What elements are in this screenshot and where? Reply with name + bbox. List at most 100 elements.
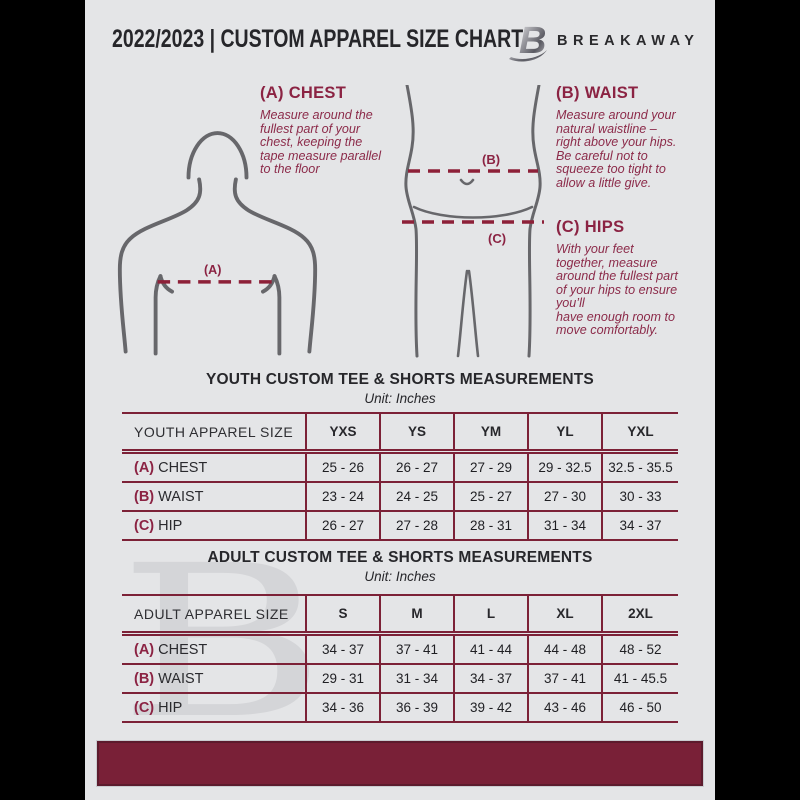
footer-accent-bar (97, 741, 703, 786)
table-cell: 34 - 37 (453, 664, 528, 694)
left-shoulder-arm-outline (117, 177, 203, 354)
table-cell: 26 - 27 (305, 511, 380, 541)
table-cell: 34 - 37 (601, 511, 678, 541)
left-armpit-notch (158, 274, 174, 294)
adult-size-table: ADULT APPAREL SIZE S M L XL 2XL (A) CHEST… (122, 594, 678, 723)
row-label: HIP (158, 699, 183, 716)
table-cell: 29 - 31 (305, 664, 380, 694)
size-col-header: YXL (601, 412, 678, 454)
right-shoulder-arm-outline (232, 177, 318, 354)
waist-description-block: (B) WAIST Measure around your natural wa… (556, 84, 715, 190)
document-page: B 2022/2023 | CUSTOM APPAREL SIZE CHART … (85, 0, 715, 800)
table-cell: 44 - 48 (527, 633, 602, 665)
adult-section-title: ADULT CUSTOM TEE & SHORTS MEASUREMENTS (207, 549, 593, 566)
youth-size-table: YOUTH APPAREL SIZE YXS YS YM YL YXL (A) C… (122, 412, 678, 541)
right-torso-side (272, 274, 282, 356)
youth-unit-label: Unit: Inches (364, 391, 436, 406)
table-cell: 31 - 34 (527, 511, 602, 541)
row-prefix: (B) (134, 670, 155, 687)
size-col-header: S (305, 594, 380, 636)
row-prefix: (A) (134, 459, 155, 476)
chest-description: Measure around the fullest part of your … (260, 108, 382, 176)
right-armpit-notch (261, 274, 277, 294)
hips-heading: (C) HIPS (556, 218, 625, 236)
hips-description-block: (C) HIPS With your feet together, measur… (556, 218, 715, 338)
table-cell: 36 - 39 (379, 693, 454, 723)
row-label: HIP (158, 517, 183, 534)
table-cell: 32.5 - 35.5 (601, 451, 678, 483)
size-col-header: YL (527, 412, 602, 454)
logo-b-glyph: B (519, 20, 546, 62)
waist-line-label: (B) (482, 152, 500, 167)
chest-description-block: (A) CHEST Measure around the fullest par… (260, 84, 425, 177)
hips-figure: (B) (C) (402, 85, 544, 358)
size-col-header: YS (379, 412, 454, 454)
row-label: CHEST (158, 641, 208, 658)
brand-wordmark: BREAKAWAY (557, 33, 700, 49)
table-cell: 25 - 27 (453, 482, 528, 512)
table-cell: 34 - 37 (305, 633, 380, 665)
table-row-chest: (A) CHEST 34 - 37 37 - 41 41 - 44 44 - 48… (122, 633, 678, 665)
table-cell: 24 - 25 (379, 482, 454, 512)
right-inner-leg (467, 269, 480, 358)
table-cell: 41 - 45.5 (601, 664, 678, 694)
right-body-outline (527, 85, 542, 358)
table-row-hip: (C) HIP 26 - 27 27 - 28 28 - 31 31 - 34 3… (122, 511, 678, 541)
size-col-header: YXS (305, 412, 380, 454)
youth-apparel-size-header: YOUTH APPAREL SIZE (122, 412, 306, 454)
table-cell: 29 - 32.5 (527, 451, 602, 483)
chest-line-label: (A) (204, 263, 221, 277)
table-cell: 23 - 24 (305, 482, 380, 512)
table-cell: 28 - 31 (453, 511, 528, 541)
row-prefix: (C) (134, 699, 155, 716)
logo-swoosh (509, 50, 547, 62)
table-cell: 46 - 50 (601, 693, 678, 723)
waist-description: Measure around your natural waistline – … (556, 108, 677, 190)
table-cell: 37 - 41 (379, 633, 454, 665)
navel-mark (459, 178, 475, 186)
page-title: 2022/2023 | CUSTOM APPAREL SIZE CHART (112, 25, 524, 53)
youth-section-title: YOUTH CUSTOM TEE & SHORTS MEASUREMENTS (206, 371, 594, 388)
size-col-header: 2XL (601, 594, 678, 636)
table-cell: 26 - 27 (379, 451, 454, 483)
table-row-hip: (C) HIP 34 - 36 36 - 39 39 - 42 43 - 46 4… (122, 693, 678, 723)
table-cell: 30 - 33 (601, 482, 678, 512)
head-outline (186, 131, 249, 180)
table-cell: 27 - 29 (453, 451, 528, 483)
size-col-header: M (379, 594, 454, 636)
table-cell: 27 - 28 (379, 511, 454, 541)
hip-crease-line (412, 205, 534, 219)
row-label: WAIST (158, 488, 204, 505)
size-col-header: L (453, 594, 528, 636)
waist-heading: (B) WAIST (556, 84, 639, 102)
table-cell: 25 - 26 (305, 451, 380, 483)
hip-line-label: (C) (488, 231, 506, 246)
left-inner-leg (456, 269, 469, 358)
chest-heading: (A) CHEST (260, 84, 347, 102)
size-col-header: XL (527, 594, 602, 636)
row-label: WAIST (158, 670, 204, 687)
size-col-header: YM (453, 412, 528, 454)
table-row-chest: (A) CHEST 25 - 26 26 - 27 27 - 29 29 - 32… (122, 451, 678, 483)
row-prefix: (B) (134, 488, 155, 505)
table-cell: 41 - 44 (453, 633, 528, 665)
hips-description: With your feet together, measure around … (556, 242, 678, 337)
table-cell: 34 - 36 (305, 693, 380, 723)
adult-apparel-size-header: ADULT APPAREL SIZE (122, 594, 306, 636)
breakaway-logo-icon: B (509, 20, 547, 62)
table-cell: 31 - 34 (379, 664, 454, 694)
left-torso-side (153, 274, 163, 356)
left-body-outline (404, 85, 419, 358)
youth-table-header-row: YOUTH APPAREL SIZE YXS YS YM YL YXL (122, 412, 678, 454)
row-label: CHEST (158, 459, 208, 476)
table-cell: 37 - 41 (527, 664, 602, 694)
table-row-waist: (B) WAIST 29 - 31 31 - 34 34 - 37 37 - 41… (122, 664, 678, 694)
table-cell: 43 - 46 (527, 693, 602, 723)
row-prefix: (A) (134, 641, 155, 658)
table-row-waist: (B) WAIST 23 - 24 24 - 25 25 - 27 27 - 30… (122, 482, 678, 512)
torso-figure: (A) (117, 131, 318, 356)
table-cell: 48 - 52 (601, 633, 678, 665)
adult-table-header-row: ADULT APPAREL SIZE S M L XL 2XL (122, 594, 678, 636)
table-cell: 39 - 42 (453, 693, 528, 723)
